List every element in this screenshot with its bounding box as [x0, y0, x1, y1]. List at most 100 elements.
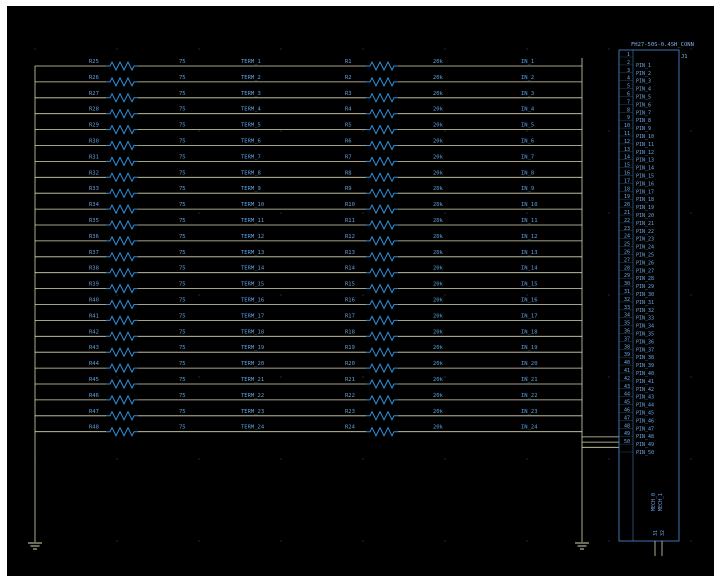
- pin-number: 8: [627, 107, 630, 113]
- resistor-row: R42 75 TERM_18 R18 20k IN_18: [35, 329, 582, 342]
- input-resistor-ref: R20: [345, 361, 355, 367]
- term-resistor-value: 75: [179, 329, 186, 335]
- pin-name: PIN_14: [636, 166, 654, 172]
- term-resistor-ref: R42: [89, 329, 99, 335]
- input-resistor-ref: R15: [345, 282, 355, 288]
- input-resistor-value: 20k: [433, 250, 444, 256]
- grid-dot: [526, 458, 528, 460]
- grid-dot: [116, 48, 118, 50]
- input-resistor-value: 20k: [433, 361, 444, 367]
- pin-name: PIN_35: [636, 332, 654, 338]
- input-net-label: IN_15: [521, 282, 538, 288]
- term-resistor-value: 75: [179, 377, 186, 383]
- input-resistor-value: 20k: [433, 75, 444, 81]
- term-resistor-ref: R40: [89, 298, 99, 304]
- resistor-icon: [366, 140, 398, 151]
- pin-number: 29: [624, 273, 630, 279]
- grid-dot: [526, 130, 528, 132]
- grid-dot: [362, 376, 364, 378]
- term-resistor-ref: R38: [89, 266, 99, 272]
- pin-name: PIN_9: [636, 126, 651, 132]
- term-net-label: TERM_16: [241, 298, 264, 304]
- term-resistor-ref: R27: [89, 91, 99, 97]
- grid-dot: [198, 376, 200, 378]
- input-resistor-value: 20k: [433, 329, 444, 335]
- connector-pin: 20 PIN_19: [619, 202, 654, 211]
- input-resistor-value: 20k: [433, 345, 444, 351]
- pin-number: 33: [624, 305, 630, 311]
- connector-pin: 4 PIN_3: [619, 76, 651, 85]
- grid-dot: [280, 458, 282, 460]
- pin-number: 30: [624, 281, 630, 287]
- pin-number: 48: [624, 423, 630, 429]
- connector-pin: 27 PIN_26: [619, 257, 654, 266]
- pin-name: PIN_37: [636, 347, 654, 353]
- connector-pin: 26 PIN_25: [619, 250, 654, 259]
- term-resistor-ref: R34: [89, 202, 100, 208]
- grid-dot: [198, 48, 200, 50]
- input-net-label: IN_19: [521, 345, 538, 351]
- resistor-icon: [366, 92, 398, 103]
- pin-name: PIN_44: [636, 403, 654, 409]
- schematic-canvas: R25 75 TERM_1 R1 20k IN_1 R26 75 TERM_2 R2 20k IN_2…: [7, 6, 714, 576]
- pin-number: 22: [624, 218, 630, 224]
- input-resistor-value: 20k: [433, 59, 444, 65]
- resistor-icon: [106, 315, 138, 326]
- input-net-label: IN_13: [521, 250, 538, 256]
- connector-pin: 21 PIN_20: [619, 210, 654, 219]
- grid-dot: [526, 294, 528, 296]
- term-net-label: TERM_17: [241, 313, 264, 319]
- pin-name: PIN_22: [636, 229, 654, 235]
- pin-number: 5: [627, 84, 630, 90]
- resistor-row: R46 75 TERM_22 R22 20k IN_22: [35, 393, 582, 406]
- pin-number: 11: [624, 131, 630, 137]
- ground-symbols: [28, 542, 589, 550]
- connector-pin: 8 PIN_7: [619, 107, 651, 116]
- input-resistor-value: 20k: [433, 282, 444, 288]
- input-resistor-value: 20k: [433, 313, 444, 319]
- input-resistor-ref: R18: [345, 329, 355, 335]
- pin-name: PIN_28: [636, 276, 654, 282]
- pin-number: 9: [627, 115, 630, 121]
- term-resistor-ref: R36: [89, 234, 99, 240]
- input-net-label: IN_18: [521, 329, 538, 335]
- pin-number: 24: [624, 234, 630, 240]
- pin-name: PIN_15: [636, 174, 654, 180]
- grid-dot: [608, 212, 610, 214]
- term-resistor-ref: R48: [89, 425, 99, 431]
- pin-name: PIN_8: [636, 118, 651, 124]
- grid-dot: [608, 48, 610, 50]
- resistor-icon: [366, 267, 398, 278]
- grid-dot: [280, 130, 282, 132]
- pin-number: 19: [624, 194, 630, 200]
- connector-pin: 25 PIN_24: [619, 242, 654, 251]
- resistor-row: R38 75 TERM_14 R14 20k IN_14: [35, 266, 582, 278]
- pin-number: 3: [627, 68, 630, 74]
- grid-dot: [362, 540, 364, 542]
- pin-name: PIN_38: [636, 355, 654, 361]
- pin-name: PIN_30: [636, 292, 654, 298]
- input-net-label: IN_4: [521, 107, 535, 113]
- grid-dot: [280, 376, 282, 378]
- input-resistor-ref: R11: [345, 218, 355, 224]
- term-resistor-ref: R37: [89, 250, 99, 256]
- pin-name: PIN_1: [636, 63, 651, 69]
- connector-pin: 50 PIN_49: [619, 439, 654, 448]
- input-resistor-ref: R23: [345, 409, 355, 415]
- term-resistor-value: 75: [179, 154, 186, 160]
- input-resistor-value: 20k: [433, 154, 444, 160]
- input-resistor-ref: R24: [345, 425, 356, 431]
- term-resistor-value: 75: [179, 393, 186, 399]
- resistor-row: R45 75 TERM_21 R21 20k IN_21: [35, 377, 582, 390]
- input-net-label: IN_22: [521, 393, 538, 399]
- pin-number: 47: [624, 415, 630, 421]
- grid-dot: [608, 458, 610, 460]
- term-resistor-value: 75: [179, 123, 186, 129]
- resistor-icon: [106, 378, 138, 390]
- resistor-icon: [366, 315, 398, 326]
- input-resistor-value: 20k: [433, 202, 444, 208]
- connector-pin: 34 PIN_33: [619, 313, 654, 322]
- connector-pin: 47 PIN_46: [619, 415, 654, 424]
- pin-name: PIN_19: [636, 205, 654, 211]
- term-net-label: TERM_13: [241, 250, 264, 256]
